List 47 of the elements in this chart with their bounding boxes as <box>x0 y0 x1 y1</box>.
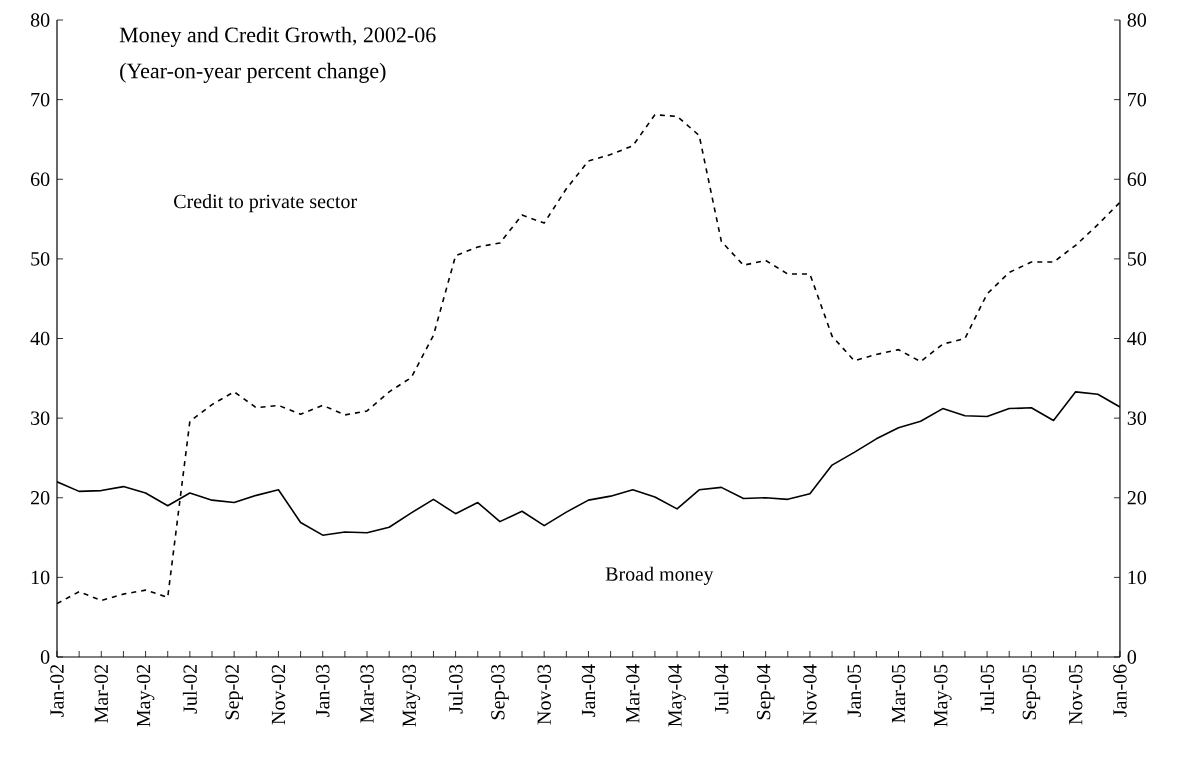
x-tick-label: Nov-05 <box>1068 664 1083 725</box>
x-tick-label: Jul-05 <box>980 664 995 714</box>
y-tick-label: 70 <box>31 92 50 107</box>
x-tick-label: Sep-05 <box>1022 664 1041 720</box>
y-tick-label: 60 <box>30 172 50 187</box>
x-tick-label: Jul-03 <box>448 664 463 714</box>
x-tick-label: Mar-05 <box>891 664 906 723</box>
x-tick-label: Nov-02 <box>271 664 286 725</box>
y2-tick-label: 60 <box>1127 172 1147 187</box>
y-tick-label: 10 <box>31 570 50 585</box>
y-tick-label: 80 <box>30 13 50 27</box>
x-tick-label: Mar-02 <box>94 664 109 723</box>
x-tick-label: Sep-04 <box>756 664 775 720</box>
annotation: Broad money <box>605 566 714 585</box>
x-tick-label: May-03 <box>402 664 421 727</box>
y2-tick-label: 30 <box>1127 411 1147 425</box>
chart-title: Money and Credit Growth, 2002-06 <box>119 26 436 47</box>
x-tick-label: Jul-02 <box>182 664 197 714</box>
y2-tick-label: 80 <box>1127 13 1147 27</box>
x-tick-label: May-02 <box>136 664 155 727</box>
x-tick-label: Mar-04 <box>626 664 640 723</box>
y-tick-label: 50 <box>31 252 50 266</box>
x-tick-label: May-04 <box>668 664 686 727</box>
x-tick-label: May-05 <box>933 664 952 727</box>
y2-tick-label: 50 <box>1127 252 1147 266</box>
y-tick-label: 40 <box>30 331 50 346</box>
y2-tick-label: 20 <box>1127 491 1147 505</box>
x-tick-label: Sep-02 <box>225 664 243 720</box>
x-tick-label: Jan-06 <box>1113 664 1127 717</box>
x-tick-label: Jan-04 <box>581 664 596 717</box>
x-tick-label: Jan-03 <box>315 664 330 717</box>
x-tick-label: Jan-05 <box>847 664 861 717</box>
y2-tick-label: 0 <box>1127 650 1137 664</box>
x-tick-label: Sep-03 <box>491 664 509 720</box>
annotation: Credit to private sector <box>174 194 357 213</box>
y2-tick-label: 70 <box>1128 92 1147 107</box>
x-tick-label: Nov-04 <box>803 664 817 725</box>
x-tick-label: Jan-02 <box>50 664 64 717</box>
y-tick-label: 20 <box>31 491 50 505</box>
y2-tick-label: 10 <box>1128 570 1147 585</box>
x-tick-label: Mar-03 <box>360 664 374 723</box>
y2-tick-label: 40 <box>1127 331 1147 346</box>
y-tick-label: 30 <box>31 411 50 425</box>
text: (Year-on-year percent change) <box>120 62 386 83</box>
x-tick-label: Jul-04 <box>714 664 729 714</box>
x-tick-label: Nov-03 <box>537 664 551 725</box>
y-tick-label: 0 <box>40 650 50 664</box>
